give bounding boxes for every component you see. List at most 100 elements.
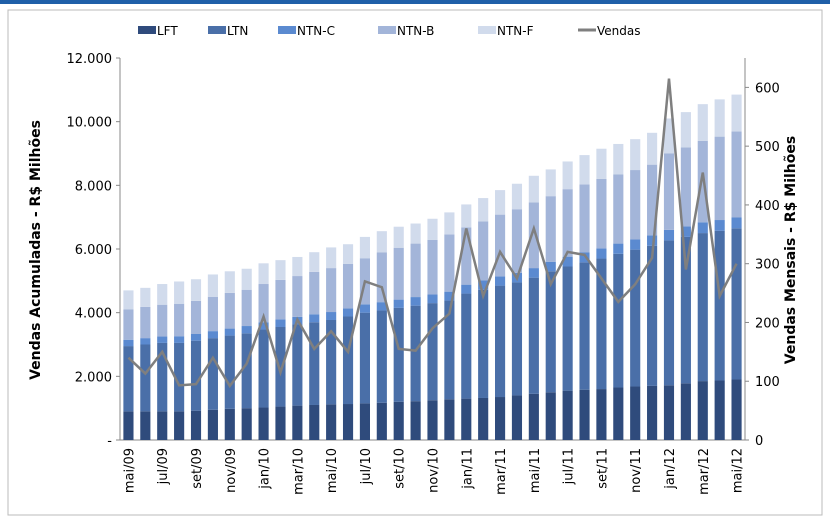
bar-segment — [427, 218, 438, 240]
bar-segment — [579, 262, 590, 390]
bar-segment — [630, 386, 641, 440]
bar-segment — [275, 260, 286, 280]
bar-segment — [562, 161, 573, 190]
bar-segment — [630, 249, 641, 387]
y-tick-label: - — [107, 434, 112, 449]
bar-segment — [309, 252, 320, 272]
bar-segment — [545, 169, 556, 197]
bar-segment — [461, 204, 472, 228]
x-tick-label: mar/10 — [291, 448, 306, 495]
bar-segment — [157, 411, 168, 440]
y-tick-label: 2.000 — [75, 370, 112, 385]
bar-segment — [326, 312, 337, 320]
y-tick-label: 4.000 — [75, 307, 112, 322]
bar-segment — [528, 277, 539, 394]
bar-segment — [207, 296, 218, 332]
bar-segment — [140, 344, 151, 412]
bar-segment — [697, 381, 708, 440]
bar-segment — [258, 407, 269, 440]
bar-segment — [224, 271, 235, 293]
bar-segment — [241, 333, 252, 409]
legend-label: NTN-F — [497, 24, 534, 38]
bar-segment — [309, 322, 320, 405]
bar-segment — [241, 326, 252, 334]
y-tick-label: 6.000 — [75, 243, 112, 258]
x-tick-label: jul/09 — [156, 448, 171, 485]
legend-label: LFT — [157, 24, 178, 38]
y2-tick-label: 0 — [755, 434, 763, 449]
y-tick-label: 12.000 — [67, 52, 113, 67]
bar-segment — [579, 184, 590, 253]
bar-segment — [140, 306, 151, 339]
bar-segment — [714, 220, 725, 231]
bar-segment — [359, 304, 370, 313]
bar-segment — [596, 248, 607, 259]
bar-segment — [376, 231, 387, 253]
bar-segment — [511, 209, 523, 273]
bar-segment — [528, 202, 539, 269]
bar-segment — [207, 274, 218, 297]
bar-segment — [663, 118, 675, 154]
bar-segment — [444, 234, 455, 292]
bar-segment — [190, 300, 202, 334]
bar-segment — [663, 385, 675, 440]
bar-segment — [731, 94, 742, 132]
x-tick-label: nov/10 — [427, 448, 442, 493]
bar-segment — [562, 266, 573, 391]
y-axis-title: Vendas Acumuladas - R$ Milhões — [28, 120, 44, 380]
x-tick-label: set/10 — [393, 448, 408, 489]
bar-segment — [680, 112, 691, 148]
bar-segment — [157, 336, 168, 343]
bar-segment — [579, 155, 590, 185]
x-tick-label: mai/10 — [325, 448, 340, 493]
legend-label: NTN-C — [297, 24, 335, 38]
bar-segment — [596, 178, 607, 249]
bar-segment — [630, 239, 641, 250]
legend-swatch — [138, 26, 156, 34]
legend-label: NTN-B — [397, 24, 434, 38]
bar-segment — [680, 147, 691, 227]
bar-segment — [461, 284, 472, 294]
x-tick-label: mai/12 — [731, 448, 746, 493]
bar-segment — [376, 310, 387, 403]
bar-segment — [545, 261, 556, 272]
bar-segment — [731, 228, 742, 380]
bar-segment — [714, 99, 725, 137]
x-tick-label: nov/09 — [224, 448, 239, 493]
bar-segment — [309, 314, 320, 323]
legend-label: LTN — [227, 24, 248, 38]
x-tick-label: jan/10 — [258, 448, 273, 490]
bar-segment — [444, 399, 455, 440]
bar-segment — [731, 131, 742, 218]
legend-swatch — [478, 26, 496, 34]
bar-segment — [224, 335, 235, 409]
bar-segment — [309, 271, 320, 315]
bar-segment — [410, 243, 421, 298]
bar-segment — [562, 390, 573, 440]
bar-segment — [190, 333, 202, 341]
bar-segment — [613, 143, 624, 175]
y2-tick-label: 500 — [755, 140, 780, 155]
bar-segment — [123, 290, 134, 310]
bar-segment — [630, 139, 641, 171]
bar-segment — [224, 328, 235, 336]
bar-segment — [207, 331, 218, 339]
y-tick-label: 10.000 — [67, 116, 113, 131]
bar-segment — [292, 276, 303, 317]
bar-segment — [613, 387, 624, 440]
y2-tick-label: 400 — [755, 199, 780, 214]
x-tick-label: jul/11 — [562, 448, 577, 485]
bar-segment — [680, 383, 691, 440]
bar-segment — [697, 104, 708, 141]
bar-segment — [461, 227, 472, 285]
bar-segment — [157, 304, 168, 337]
x-tick-label: jan/11 — [460, 448, 475, 490]
bar-segment — [511, 282, 523, 396]
bar-segment — [444, 291, 455, 301]
bar-segment — [647, 235, 658, 246]
y-tick-label: 8.000 — [75, 179, 112, 194]
x-tick-label: jan/12 — [663, 448, 678, 490]
bar-segment — [275, 406, 286, 440]
bar-segment — [326, 319, 337, 405]
bar-segment — [663, 229, 675, 241]
